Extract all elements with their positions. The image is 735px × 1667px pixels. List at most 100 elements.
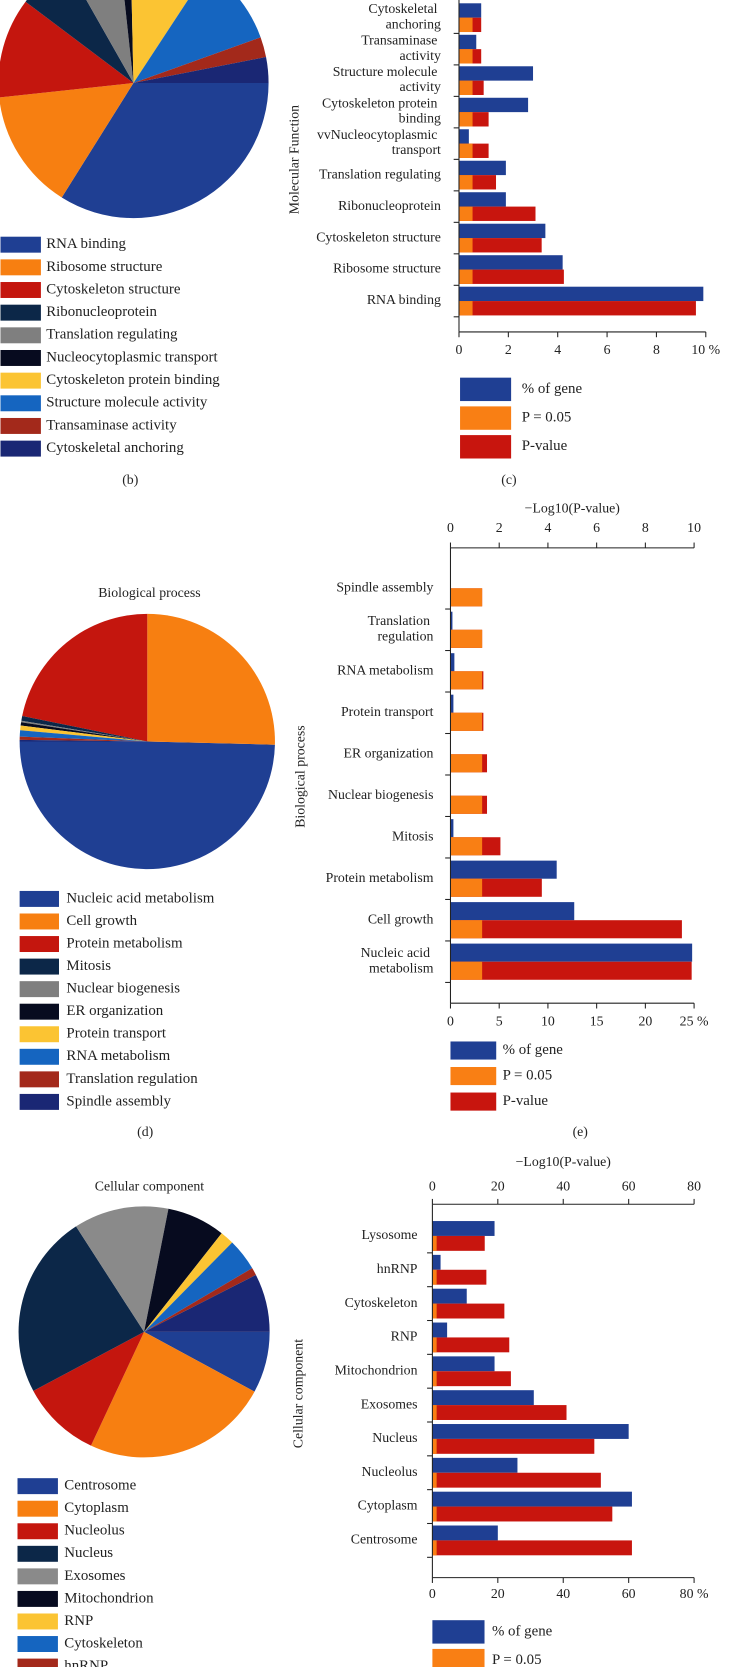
category-label: Cell growth [368,911,434,926]
legend-swatch [19,936,59,953]
legend-label: P-value [522,438,568,454]
pie-slice [144,1274,270,1332]
label-line: activity [399,79,441,94]
x2-tick-label: 8 [642,520,649,535]
category-label: hnRNP [377,1261,418,1276]
pie-slice [144,1268,256,1332]
category-label: RNA metabolism [337,662,434,677]
x2-tick-label: 80 [687,1178,701,1193]
panel-label: (c) [501,472,516,488]
category-label: Cytoskeletal anchoring [368,1,441,31]
legend-label: Centrosome [64,1478,136,1494]
bar [458,80,473,95]
legend-label: Nucleocytoplasmic transport [46,349,218,365]
label-line: activity [399,48,441,63]
bar [432,1235,485,1251]
bar [458,206,473,221]
pie-slice [147,613,275,745]
label-line: regulation [377,629,433,644]
x-tick-label: 6 [604,342,611,357]
pie-slice [86,0,134,83]
bar [458,49,473,64]
legend-label: Nuclear biogenesis [66,981,180,997]
category-label: Structure molecule activity [333,64,441,94]
category-label: Protein transport [341,704,434,719]
bar [450,671,483,690]
bar [458,255,563,270]
label-line: Cytoskeleton protein [322,96,441,111]
bar [458,269,473,284]
label-line: Transaminase [361,33,441,48]
legend-label: Translation regulating [46,327,178,343]
legend-swatch [0,327,41,344]
legend-swatch [17,1568,58,1585]
bar [450,754,483,773]
pie-slice [19,736,148,742]
legend-swatch [17,1658,58,1667]
pie-slice [133,0,261,83]
legend-label: Cytoskeleton [64,1635,143,1651]
legend-swatch [17,1523,58,1540]
bar [432,1356,495,1372]
pie-slice [33,1331,145,1446]
legend-swatch [450,1092,497,1111]
x2-tick-label: 2 [496,520,503,535]
legend-label: P-value [503,1093,549,1109]
category-label: Nucleus [372,1430,417,1445]
legend-label: Nucleus [64,1545,113,1561]
bar [450,943,693,962]
legend-label: P = 0.05 [503,1067,553,1083]
bar [432,1337,510,1353]
pie-slice [124,0,134,83]
label-line: binding [399,111,441,126]
legend-swatch [432,1648,485,1667]
label-line: Cytoskeletal [368,1,441,16]
x2-tick-label: 10 [687,520,701,535]
legend-swatch [19,1093,59,1110]
category-label: Transaminase activity [361,33,441,63]
bar [432,1540,437,1556]
legend-label: Cytoskeleton structure [46,281,181,297]
pie-slice [144,1242,253,1332]
legend-swatch [0,372,41,389]
pie-slice [20,722,148,742]
legend-swatch [17,1613,58,1630]
x-tick-label: 10 % [691,342,720,357]
bar [432,1390,534,1406]
legend-label: P = 0.05 [492,1652,542,1667]
x-tick-label: 15 [590,1013,604,1028]
x-tick-label: 8 [653,342,660,357]
bar [458,143,473,158]
legend-label: Protein metabolism [66,935,183,951]
x-tick-label: 0 [456,342,463,357]
bar [450,629,483,648]
legend-label: P = 0.05 [522,410,572,426]
x2-tick-label: 40 [556,1178,570,1193]
legend-label: Ribosome structure [46,259,162,275]
bar [432,1506,437,1522]
label-line: anchoring [386,16,441,31]
legend-swatch [460,406,512,430]
bar [450,611,453,630]
pie-slice [144,1208,222,1332]
legend-label: Exosomes [64,1568,125,1584]
legend-swatch [17,1545,58,1562]
x-tick-label: 0 [429,1586,436,1601]
pie-slice [18,1226,145,1391]
legend-label: Cytoplasm [64,1500,129,1516]
bar [458,17,473,33]
legend-label: Translation regulation [66,1071,198,1087]
legend-swatch [19,1003,59,1020]
category-label: vvNucleocytoplasmic transport [317,127,441,157]
bar [432,1457,518,1473]
pie-slice [61,82,269,219]
chart-title: Cellular component [95,1178,204,1193]
category-label: Ribonucleoprotein [338,198,441,213]
bar [450,837,483,856]
legend-label: Nucleolus [64,1523,125,1539]
legend-swatch [0,349,41,366]
legend-label: % of gene [503,1042,564,1058]
category-label: Ribosome structure [333,261,441,276]
bar [432,1322,448,1338]
pie-slice [21,715,148,742]
